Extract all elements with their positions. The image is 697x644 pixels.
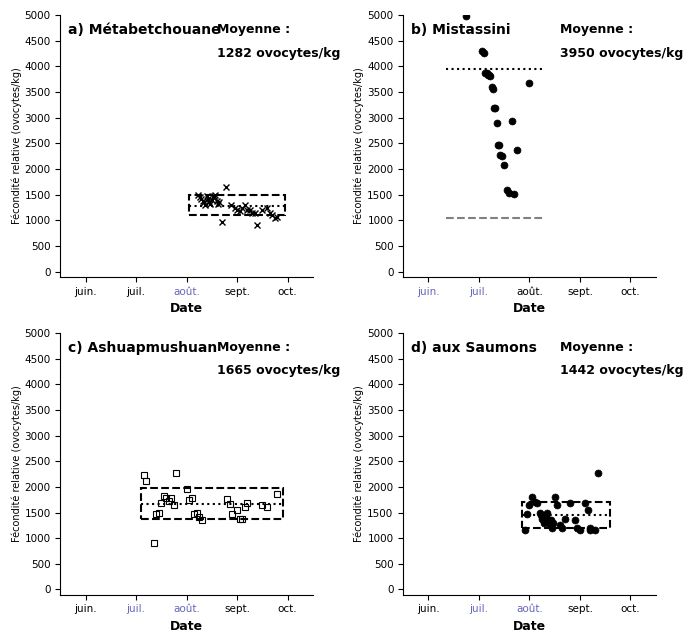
Text: Moyenne :: Moyenne : [217,23,290,36]
Text: c) Ashuapmushuan: c) Ashuapmushuan [68,341,217,355]
X-axis label: Date: Date [170,620,203,633]
X-axis label: Date: Date [513,620,546,633]
Bar [141,488,282,518]
Text: Moyenne :: Moyenne : [560,341,633,354]
Text: a) Métabetchouane: a) Métabetchouane [68,23,220,37]
Bar [189,194,285,215]
Text: 3950 ovocytes/kg: 3950 ovocytes/kg [560,46,683,59]
Text: Moyenne :: Moyenne : [560,23,633,36]
Text: 1282 ovocytes/kg: 1282 ovocytes/kg [217,46,340,59]
Y-axis label: Fécondité relative (ovocytes/kg): Fécondité relative (ovocytes/kg) [354,68,365,224]
Text: b) Mistassini: b) Mistassini [411,23,510,37]
Text: Moyenne :: Moyenne : [217,341,290,354]
Text: 1665 ovocytes/kg: 1665 ovocytes/kg [217,365,340,377]
Y-axis label: Fécondité relative (ovocytes/kg): Fécondité relative (ovocytes/kg) [354,385,365,542]
Y-axis label: Fécondité relative (ovocytes/kg): Fécondité relative (ovocytes/kg) [11,385,22,542]
X-axis label: Date: Date [513,302,546,315]
X-axis label: Date: Date [170,302,203,315]
Text: d) aux Saumons: d) aux Saumons [411,341,537,355]
Y-axis label: Fécondité relative (ovocytes/kg): Fécondité relative (ovocytes/kg) [11,68,22,224]
Bar [522,502,611,528]
Text: 1442 ovocytes/kg: 1442 ovocytes/kg [560,365,683,377]
